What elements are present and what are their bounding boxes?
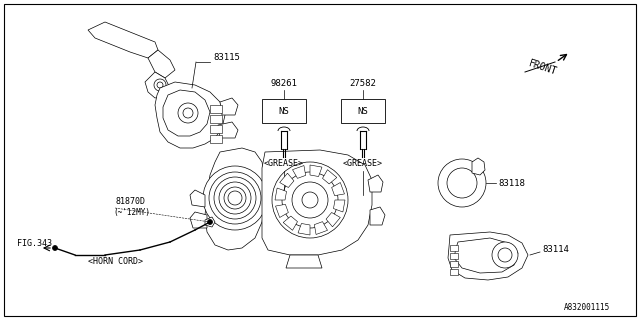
Polygon shape xyxy=(286,255,322,268)
Text: 83118: 83118 xyxy=(498,179,525,188)
Circle shape xyxy=(447,168,477,198)
Polygon shape xyxy=(220,98,238,115)
Polygon shape xyxy=(314,222,328,235)
Text: FRONT: FRONT xyxy=(527,59,559,77)
Circle shape xyxy=(302,192,318,208)
Polygon shape xyxy=(155,82,225,148)
Polygon shape xyxy=(323,170,337,184)
Polygon shape xyxy=(280,173,294,188)
Polygon shape xyxy=(292,165,306,178)
Text: 83115: 83115 xyxy=(213,53,240,62)
Circle shape xyxy=(203,166,267,230)
Polygon shape xyxy=(454,238,518,273)
Text: 83114: 83114 xyxy=(542,245,569,254)
Polygon shape xyxy=(283,216,298,230)
Polygon shape xyxy=(326,212,340,227)
Polygon shape xyxy=(262,150,372,255)
Circle shape xyxy=(228,191,242,205)
Circle shape xyxy=(157,82,163,88)
Text: 98261: 98261 xyxy=(271,79,298,89)
Circle shape xyxy=(272,162,348,238)
Text: <HORN CORD>: <HORN CORD> xyxy=(88,258,143,267)
Text: 27582: 27582 xyxy=(349,79,376,89)
Polygon shape xyxy=(472,158,485,175)
Circle shape xyxy=(52,245,58,251)
Text: FIG.343: FIG.343 xyxy=(17,238,52,247)
Polygon shape xyxy=(298,223,310,235)
Polygon shape xyxy=(450,253,458,259)
Circle shape xyxy=(492,242,518,268)
Circle shape xyxy=(209,172,261,224)
Text: <GREASE>: <GREASE> xyxy=(264,158,304,167)
Circle shape xyxy=(438,159,486,207)
Circle shape xyxy=(197,217,203,223)
Text: A832001115: A832001115 xyxy=(564,303,610,313)
Polygon shape xyxy=(450,269,458,275)
Polygon shape xyxy=(262,99,306,123)
Polygon shape xyxy=(368,175,383,192)
Circle shape xyxy=(219,182,251,214)
Polygon shape xyxy=(148,50,175,78)
Circle shape xyxy=(498,248,512,262)
Polygon shape xyxy=(275,188,287,200)
Polygon shape xyxy=(448,232,528,280)
Polygon shape xyxy=(450,245,458,251)
Polygon shape xyxy=(205,148,265,250)
Text: NS: NS xyxy=(358,107,369,116)
Text: NS: NS xyxy=(278,107,289,116)
Circle shape xyxy=(224,187,246,209)
Polygon shape xyxy=(276,204,289,218)
Polygon shape xyxy=(190,190,205,207)
Polygon shape xyxy=(210,125,222,133)
Circle shape xyxy=(282,172,338,228)
Polygon shape xyxy=(163,90,210,136)
Text: 81870D: 81870D xyxy=(115,197,145,206)
Polygon shape xyxy=(210,115,222,123)
Polygon shape xyxy=(218,122,238,138)
Polygon shape xyxy=(341,99,385,123)
Text: <GREASE>: <GREASE> xyxy=(343,158,383,167)
Circle shape xyxy=(292,182,328,218)
Polygon shape xyxy=(310,165,322,177)
Circle shape xyxy=(154,79,166,91)
Circle shape xyxy=(183,108,193,118)
Polygon shape xyxy=(88,22,158,58)
Polygon shape xyxy=(450,261,458,267)
Polygon shape xyxy=(190,212,207,228)
Polygon shape xyxy=(333,200,345,212)
Circle shape xyxy=(214,177,256,219)
Circle shape xyxy=(178,103,198,123)
Polygon shape xyxy=(145,72,170,98)
Text: (~'12MY): (~'12MY) xyxy=(113,209,150,218)
Polygon shape xyxy=(370,207,385,225)
Circle shape xyxy=(207,220,212,225)
Polygon shape xyxy=(332,182,344,196)
Polygon shape xyxy=(205,217,215,227)
Polygon shape xyxy=(210,135,222,143)
Polygon shape xyxy=(210,105,222,113)
